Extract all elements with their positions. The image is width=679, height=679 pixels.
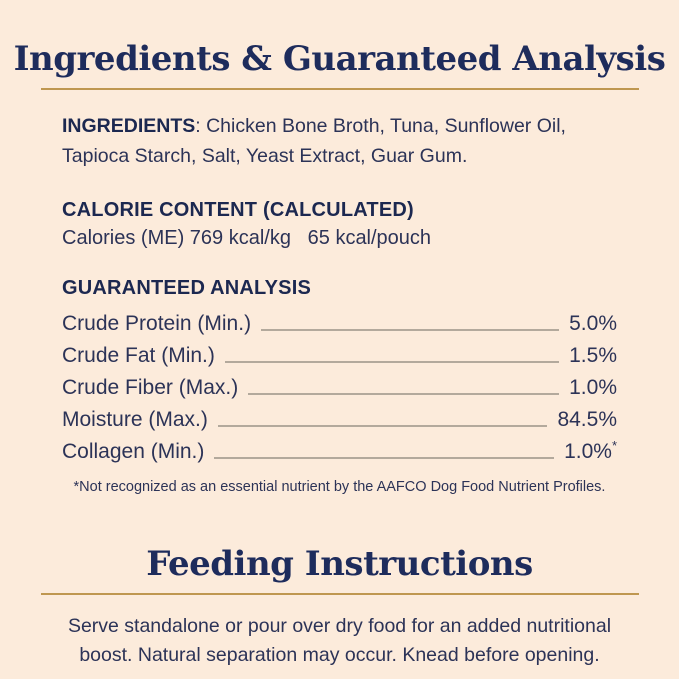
nutrient-label: Crude Fiber (Max.) — [62, 375, 239, 399]
nutrient-value: 84.5% — [557, 407, 617, 431]
leader-line — [224, 349, 560, 363]
guaranteed-analysis-table: Crude Protein (Min.) 5.0% Crude Fat (Min… — [62, 308, 617, 468]
section-title-feeding-instructions: Feeding Instructions — [146, 543, 533, 584]
section-ingredients-analysis: Ingredients & Guaranteed Analysis INGRED… — [0, 39, 679, 494]
nutrient-value: 5.0% — [569, 311, 617, 335]
nutrient-value: 1.0%* — [564, 437, 617, 464]
leader-line — [214, 445, 555, 459]
nutrient-label: Crude Fat (Min.) — [62, 343, 215, 367]
calorie-content-values: Calories (ME) 769 kcal/kg 65 kcal/pouch — [62, 226, 432, 249]
table-row: Moisture (Max.) 84.5% — [62, 404, 617, 436]
nutrient-value: 1.5% — [569, 343, 617, 367]
leader-line — [248, 381, 560, 395]
guaranteed-analysis-heading: GUARANTEED ANALYSIS — [62, 276, 312, 299]
feeding-instructions-text: Serve standalone or pour over dry food f… — [67, 614, 612, 666]
section-title-ingredients-analysis: Ingredients & Guaranteed Analysis — [13, 39, 666, 79]
nutrient-value: 1.0% — [569, 375, 617, 399]
ingredients-paragraph: INGREDIENTS: Chicken Bone Broth, Tuna, S… — [62, 111, 574, 171]
leader-line — [261, 317, 560, 331]
calorie-content-heading: CALORIE CONTENT (CALCULATED) — [62, 198, 414, 221]
asterisk-note-marker: * — [611, 437, 617, 453]
gold-divider-bottom — [40, 592, 639, 595]
table-row: Crude Protein (Min.) 5.0% — [62, 308, 617, 340]
nutrient-label: Moisture (Max.) — [62, 407, 208, 431]
ingredients-analysis-content: INGREDIENTS: Chicken Bone Broth, Tuna, S… — [0, 111, 679, 494]
table-row: Crude Fat (Min.) 1.5% — [62, 340, 617, 372]
aafco-footnote: *Not recognized as an essential nutrient… — [73, 478, 606, 495]
ingredients-label: INGREDIENTS — [62, 115, 196, 138]
nutrient-label: Crude Protein (Min.) — [62, 311, 252, 335]
section-feeding-instructions: Feeding Instructions Serve standalone or… — [0, 543, 679, 671]
nutrient-value-number: 1.0% — [564, 439, 612, 463]
leader-line — [217, 413, 548, 427]
ingredients-list-text: : Chicken Bone Broth, Tuna, Sunflower Oi… — [62, 115, 566, 168]
table-row: Collagen (Min.) 1.0%* — [62, 436, 617, 468]
table-row: Crude Fiber (Max.) 1.0% — [62, 372, 617, 404]
nutrient-label: Collagen (Min.) — [62, 439, 205, 463]
gold-divider-top — [40, 88, 639, 91]
